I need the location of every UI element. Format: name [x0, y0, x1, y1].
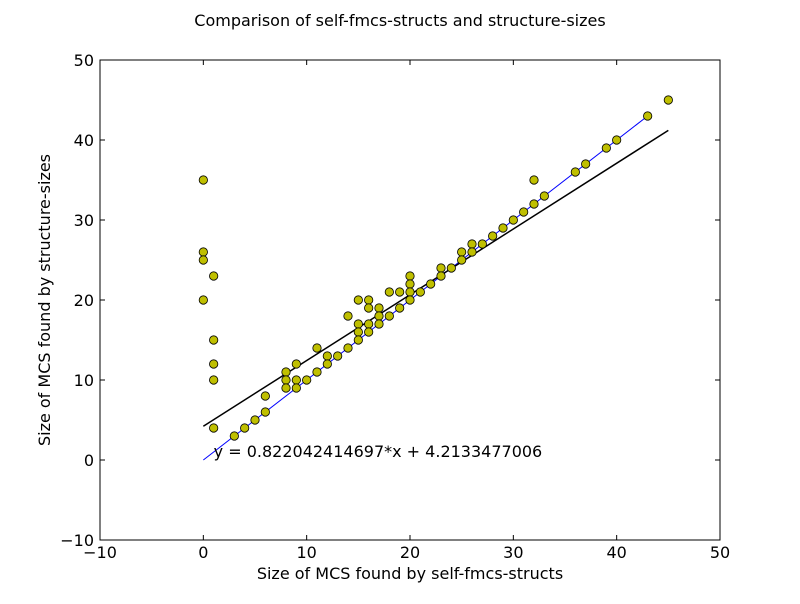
data-point [405, 279, 415, 289]
data-point [612, 135, 622, 145]
data-point [405, 271, 415, 281]
data-point [570, 167, 580, 177]
data-point [374, 311, 384, 321]
data-point [457, 255, 467, 265]
y-axis-ticks: −10 0 10 20 30 40 50 [60, 51, 720, 550]
data-point [353, 319, 363, 329]
data-point [384, 311, 394, 321]
data-point [322, 351, 332, 361]
y-tick-label: −10 [60, 531, 94, 550]
y-tick-label: 40 [74, 131, 94, 150]
data-point [260, 407, 270, 417]
data-point [291, 359, 301, 369]
data-point [519, 207, 529, 217]
y-tick-label: 10 [74, 371, 94, 390]
data-point [663, 95, 673, 105]
data-points [198, 95, 673, 441]
data-point [353, 295, 363, 305]
data-point [364, 303, 374, 313]
data-point [353, 327, 363, 337]
data-point [312, 343, 322, 353]
data-point [281, 375, 291, 385]
data-point [291, 375, 301, 385]
data-point [384, 287, 394, 297]
data-point [395, 287, 405, 297]
y-tick-label: 30 [74, 211, 94, 230]
data-point [395, 303, 405, 313]
data-point [601, 143, 611, 153]
data-point [374, 303, 384, 313]
data-point [498, 223, 508, 233]
data-point [364, 319, 374, 329]
data-point [426, 279, 436, 289]
chart-title: Comparison of self-fmcs-structs and stru… [194, 11, 605, 30]
y-axis-label: Size of MCS found by structure-sizes [35, 154, 54, 446]
data-point [508, 215, 518, 225]
data-point [291, 383, 301, 393]
data-point [467, 239, 477, 249]
data-point [529, 175, 539, 185]
data-point [467, 247, 477, 257]
data-point [198, 175, 208, 185]
data-point [364, 295, 374, 305]
y-tick-label: 0 [84, 451, 94, 470]
regression-line [202, 129, 669, 427]
x-axis-ticks: −10 0 10 20 30 40 50 [83, 60, 730, 562]
data-point [581, 159, 591, 169]
data-point [446, 263, 456, 273]
data-point [364, 327, 374, 337]
data-point [333, 351, 343, 361]
data-point [302, 375, 312, 385]
data-point [436, 263, 446, 273]
data-point [488, 231, 498, 241]
data-point [343, 311, 353, 321]
data-point [529, 199, 539, 209]
data-point [353, 335, 363, 345]
data-point [260, 391, 270, 401]
data-point [240, 423, 250, 433]
data-point [281, 367, 291, 377]
data-point [209, 271, 219, 281]
data-point [198, 247, 208, 257]
x-tick-label: 20 [400, 543, 420, 562]
data-point [209, 423, 219, 433]
data-point [322, 359, 332, 369]
data-point [312, 367, 322, 377]
y-tick-label: 20 [74, 291, 94, 310]
x-tick-label: 40 [606, 543, 626, 562]
data-point [643, 111, 653, 121]
data-point [209, 375, 219, 385]
x-tick-label: −10 [83, 543, 117, 562]
data-point [198, 255, 208, 265]
data-point [250, 415, 260, 425]
data-point [281, 383, 291, 393]
data-point [457, 247, 467, 257]
data-point [229, 431, 239, 441]
data-point [436, 271, 446, 281]
x-tick-label: 10 [296, 543, 316, 562]
data-point [405, 295, 415, 305]
x-tick-label: 0 [198, 543, 208, 562]
data-point [477, 239, 487, 249]
y-tick-label: 50 [74, 51, 94, 70]
data-point [343, 343, 353, 353]
data-point [198, 295, 208, 305]
data-point [539, 191, 549, 201]
data-point [209, 335, 219, 345]
regression-equation: y = 0.822042414697*x + 4.2133477006 [214, 442, 543, 461]
data-point [374, 319, 384, 329]
x-axis-label: Size of MCS found by self-fmcs-structs [257, 564, 563, 583]
x-tick-label: 50 [710, 543, 730, 562]
data-point [405, 287, 415, 297]
x-tick-label: 30 [503, 543, 523, 562]
data-point [415, 287, 425, 297]
data-point [209, 359, 219, 369]
